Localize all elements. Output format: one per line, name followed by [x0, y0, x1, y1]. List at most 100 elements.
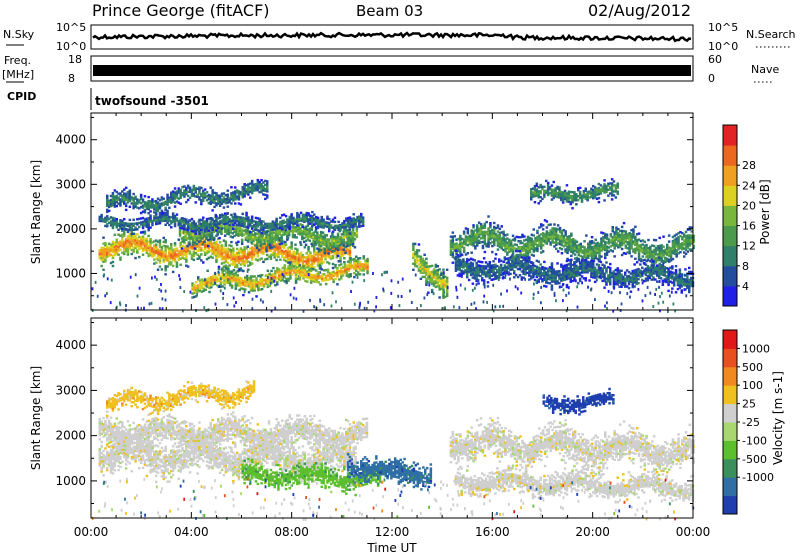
heatmap-cell	[215, 194, 218, 197]
heatmap-cell	[286, 224, 290, 227]
heatmap-cell	[667, 258, 671, 261]
heatmap-cell	[481, 244, 485, 248]
heatmap-cell	[232, 268, 236, 272]
heatmap-cell	[282, 258, 286, 261]
heatmap-cell	[200, 222, 203, 226]
heatmap-cell	[190, 235, 193, 238]
heatmap-cell	[201, 231, 204, 234]
heatmap-cell	[268, 284, 271, 288]
heatmap-cell	[677, 232, 680, 235]
heatmap-cell	[213, 253, 216, 256]
heatmap-cell	[119, 198, 122, 201]
heatmap-cell	[538, 242, 541, 245]
heatmap-cell	[224, 258, 228, 261]
heatmap-cell	[299, 223, 302, 226]
heatmap-cell	[318, 263, 322, 266]
heatmap-cell	[482, 257, 486, 260]
heatmap-cell	[343, 271, 347, 274]
heatmap-cell	[209, 186, 212, 189]
heatmap-cell	[666, 257, 669, 260]
heatmap-cell	[334, 247, 338, 250]
heatmap-cell	[303, 246, 307, 249]
heatmap-cell	[293, 225, 296, 229]
heatmap-cell	[660, 248, 663, 251]
heatmap-cell	[342, 238, 345, 241]
heatmap-cell	[220, 198, 224, 201]
heatmap-cell	[303, 240, 306, 244]
heatmap-cell	[227, 233, 231, 236]
heatmap-cell	[475, 275, 478, 279]
heatmap-cell	[249, 277, 253, 280]
heatmap-cell	[558, 226, 562, 230]
heatmap-cell	[641, 249, 645, 252]
heatmap-cell	[581, 245, 584, 248]
heatmap-cell	[111, 222, 115, 226]
heatmap-cell	[483, 232, 487, 236]
heatmap-cell	[556, 228, 560, 231]
heatmap-cell	[481, 269, 484, 272]
heatmap-cell	[598, 250, 601, 253]
heatmap-cell	[158, 216, 162, 219]
heatmap-cell	[243, 187, 246, 190]
heatmap-cell	[251, 285, 254, 288]
heatmap-cell	[471, 276, 475, 279]
heatmap-cell	[138, 235, 141, 239]
heatmap-cell	[294, 275, 298, 278]
heatmap-cell	[158, 205, 162, 208]
heatmap-cell	[228, 217, 231, 221]
heatmap-cell	[141, 222, 145, 226]
heatmap-cell	[323, 241, 327, 245]
heatmap-cell	[654, 253, 658, 256]
heatmap-cell	[265, 250, 268, 253]
heatmap-cell	[340, 243, 344, 246]
heatmap-cell	[323, 239, 327, 243]
heatmap-cell	[477, 227, 481, 230]
heatmap-cell	[221, 275, 224, 278]
heatmap-cell	[227, 226, 231, 230]
heatmap-cell	[277, 223, 280, 226]
heatmap-cell	[166, 247, 169, 250]
heatmap-cell	[296, 260, 299, 263]
heatmap-cell	[677, 236, 680, 239]
heatmap-cell	[322, 255, 325, 258]
heatmap-cell	[215, 219, 218, 222]
heatmap-cell	[252, 255, 256, 258]
heatmap-cell	[170, 263, 173, 266]
heatmap-cell	[346, 252, 350, 255]
heatmap-cell	[662, 261, 665, 264]
heatmap-cell	[262, 279, 266, 282]
heatmap-cell	[229, 223, 233, 226]
heatmap-cell	[279, 269, 283, 272]
heatmap-cell	[221, 269, 224, 272]
heatmap-cell	[509, 249, 513, 253]
heatmap-cell	[613, 233, 616, 236]
heatmap-cell	[462, 264, 465, 267]
heatmap-cell	[240, 232, 244, 235]
heatmap-cell	[492, 260, 495, 263]
heatmap-cell	[183, 241, 186, 244]
heatmap-cell	[442, 296, 445, 299]
heatmap-cell	[320, 256, 323, 259]
heatmap-cell	[132, 248, 135, 252]
heatmap-cell	[202, 222, 205, 225]
heatmap-cell	[202, 189, 205, 192]
heatmap-cell	[558, 235, 562, 238]
heatmap-cell	[348, 224, 352, 227]
heatmap-cell	[184, 238, 187, 241]
heatmap-cell	[332, 274, 335, 278]
heatmap-cell	[339, 246, 342, 249]
heatmap-cell	[324, 274, 328, 278]
heatmap-cell	[605, 237, 609, 240]
heatmap-cell	[256, 188, 260, 192]
heatmap-cell	[622, 240, 626, 243]
heatmap-cell	[158, 259, 162, 262]
heatmap-cell	[551, 229, 554, 232]
heatmap-cell	[156, 205, 160, 208]
heatmap-cell	[519, 252, 522, 255]
heatmap-cell	[596, 249, 599, 253]
heatmap-cell	[235, 259, 239, 263]
heatmap-cell	[250, 185, 254, 189]
heatmap-cell	[477, 229, 481, 232]
heatmap-cell	[155, 216, 158, 220]
heatmap-cell	[235, 191, 239, 194]
